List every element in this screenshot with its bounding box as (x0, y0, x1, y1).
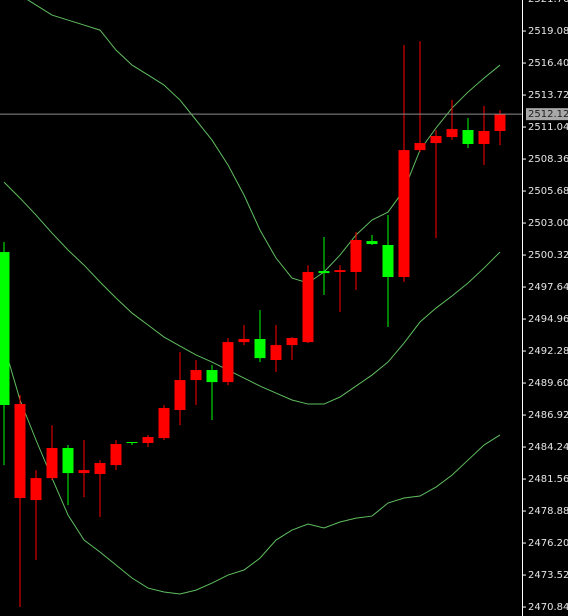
y-tick-label: 2484.24 (528, 442, 568, 453)
candle-body (142, 437, 154, 443)
candle-body (318, 271, 330, 274)
candle-body (206, 370, 218, 383)
y-tick-label: 2516.40 (528, 58, 568, 69)
candle-body (94, 463, 106, 475)
bollinger-band (3, 344, 501, 595)
candle-body (270, 345, 282, 360)
candle-body (382, 245, 394, 278)
candle-body (46, 448, 58, 479)
last-price-box (526, 108, 568, 121)
candle-body (494, 114, 506, 131)
y-tick-label: 2513.72 (528, 90, 568, 101)
candle-body (14, 404, 26, 499)
candle-body (110, 444, 122, 466)
candle-body (478, 130, 490, 144)
candle-body (366, 241, 378, 245)
candle-body (350, 240, 362, 272)
y-tick-label: 2497.64 (528, 282, 568, 293)
candle-body (302, 272, 314, 343)
bollinger-band (27, 0, 501, 284)
bollinger-band (3, 181, 501, 405)
candle-body (446, 129, 458, 138)
y-tick-label: 2511.04 (528, 122, 568, 133)
y-tick-label: 2494.96 (528, 314, 568, 325)
y-tick-label: 2476.20 (528, 538, 568, 549)
candle-body (334, 270, 346, 272)
y-tick-label: 2486.92 (528, 410, 568, 421)
candle-body (78, 470, 90, 474)
candle-body (254, 338, 266, 359)
y-tick-label: 2500.32 (528, 250, 568, 261)
y-tick-label: 2503.00 (528, 218, 568, 229)
y-tick-label: 2489.60 (528, 378, 568, 389)
y-tick-label: 2521.76 (528, 0, 568, 5)
candle-body (222, 342, 234, 383)
candle-body (398, 150, 410, 278)
candle-body (462, 130, 474, 144)
candle-body (158, 408, 170, 439)
plot-area (0, 0, 506, 608)
candle-body (286, 338, 298, 346)
candle-body (126, 442, 138, 444)
candle-body (414, 143, 426, 151)
y-tick-label: 2470.84 (528, 602, 568, 613)
candle-body (238, 338, 250, 343)
y-tick-label: 2505.68 (528, 186, 568, 197)
candle-body (190, 370, 202, 381)
y-tick-label: 2492.28 (528, 346, 568, 357)
last-price-label: 2512.12 (528, 109, 568, 120)
y-tick-label: 2478.88 (528, 506, 568, 517)
candle-body (0, 252, 10, 406)
y-tick-label: 2508.36 (528, 154, 568, 165)
candle-body (174, 380, 186, 411)
y-tick-label: 2481.56 (528, 474, 568, 485)
y-tick-label: 2473.52 (528, 570, 568, 581)
y-tick-label: 2519.08 (528, 26, 568, 37)
candle-body (62, 448, 74, 474)
candle-body (30, 478, 42, 501)
candle-body (430, 136, 442, 144)
